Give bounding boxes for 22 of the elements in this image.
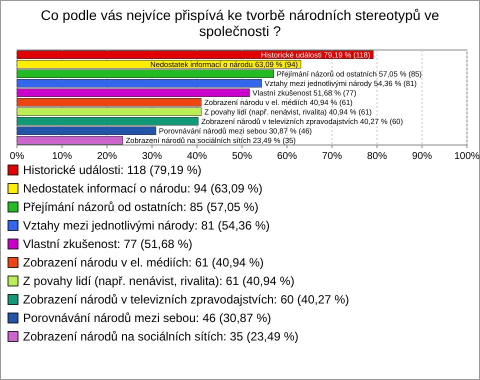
legend-label: Nedostatek informací o národu: 94 (63,09 %) [23, 182, 262, 196]
legend-label: Přejímání názorů od ostatních: 85 (57,05 %) [23, 200, 258, 214]
x-tick-label: 0% [10, 151, 24, 162]
x-tick-label: 50% [232, 151, 252, 162]
legend-label: Vlastní zkušenost: 77 (51,68 %) [23, 237, 192, 252]
x-tick-label: 40% [186, 151, 208, 162]
legend-label: Porovnávání národů mezi sebou: 46 (30,87 %) [23, 311, 272, 326]
legend-label: Vztahy mezi jednotlivými národy: 81 (54,36 %) [23, 218, 270, 233]
legend-label: Z povahy lidí (např. nenávist, rivalita): 61 (40,94 %) [23, 274, 294, 288]
chart-title: Co podle vás nejvíce přispívá ke tvorbě národních stereotypů ve společnosti ? [40, 7, 440, 39]
legend-label: Zobrazení národů na sociálních sítích: 35 (23,49 %) [23, 330, 298, 344]
x-tick-label: 90% [412, 151, 432, 162]
x-tick-label: 100% [454, 151, 480, 162]
x-tick-label: 60% [276, 151, 298, 162]
x-tick-label: 30% [142, 151, 162, 162]
x-tick-label: 20% [96, 151, 118, 162]
x-tick-label: 10% [52, 151, 72, 162]
legend-label: Historické události: 118 (79,19 %) [23, 163, 202, 178]
x-tick-label: 80% [366, 151, 388, 162]
legend-label: Zobrazení národů v televizních zpravodajstvích: 60 (40,27 %) [23, 292, 350, 307]
x-tick-label: 70% [322, 151, 342, 162]
legend-label: Zobrazení národu v el. médiích: 61 (40,94 %) [23, 256, 264, 270]
